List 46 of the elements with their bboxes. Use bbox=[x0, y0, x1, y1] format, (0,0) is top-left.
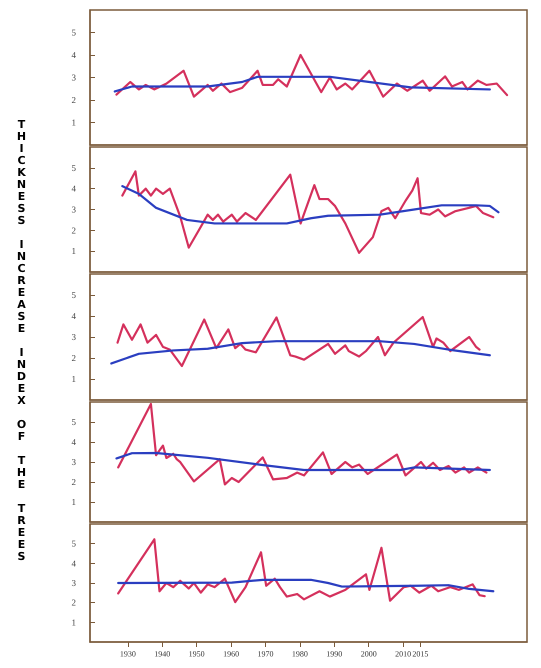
y-tick-label: 1 bbox=[72, 617, 76, 628]
line-series bbox=[110, 340, 491, 365]
line-series bbox=[115, 452, 491, 472]
x-tick-label: 1950 bbox=[188, 650, 205, 658]
line-series bbox=[121, 170, 494, 254]
y-tick-label: 5 bbox=[72, 290, 76, 300]
line-series bbox=[114, 76, 491, 93]
y-tick-label: 4 bbox=[72, 184, 76, 194]
x-tick-label: 2000 bbox=[360, 650, 377, 658]
x-tick-label: 1980 bbox=[292, 650, 308, 658]
y-tick-label: 3 bbox=[72, 204, 76, 214]
y-tick-label: 3 bbox=[72, 332, 76, 342]
y-tick-label: 2 bbox=[72, 353, 76, 363]
line-series bbox=[117, 578, 494, 592]
y-tick-label: 2 bbox=[72, 477, 76, 487]
y-tick-label: 5 bbox=[72, 538, 76, 549]
y-tick-label: 1 bbox=[72, 118, 76, 128]
line-series bbox=[117, 538, 486, 604]
x-tick-label: 1940 bbox=[154, 650, 170, 658]
y-tick-label: 2 bbox=[72, 95, 76, 105]
x-tick-label: 1930 bbox=[120, 650, 136, 658]
line-series bbox=[121, 185, 500, 225]
line-series bbox=[115, 54, 508, 98]
x-tick-label: 1990 bbox=[326, 650, 342, 658]
y-tick-label: 1 bbox=[72, 374, 76, 384]
y-tick-label: 5 bbox=[72, 417, 76, 427]
x-tick-label: 1960 bbox=[223, 650, 240, 658]
y-tick-label: 3 bbox=[72, 457, 76, 467]
y-tick-label: 4 bbox=[72, 558, 76, 568]
y-tick-label: 3 bbox=[72, 72, 76, 82]
y-tick-label: 1 bbox=[72, 497, 76, 507]
line-series bbox=[117, 402, 488, 486]
y-tick-label: 5 bbox=[72, 162, 76, 173]
y-tick-label: 2 bbox=[72, 598, 76, 608]
x-tick-label: 1970 bbox=[257, 650, 274, 658]
y-tick-label: 4 bbox=[72, 437, 76, 447]
y-tick-label: 5 bbox=[72, 28, 76, 38]
x-tick-label: 2015 bbox=[412, 650, 428, 658]
y-tick-label: 4 bbox=[72, 50, 76, 60]
y-tick-label: 3 bbox=[72, 578, 76, 588]
y-tick-label: 1 bbox=[72, 246, 76, 256]
x-tick-label: 2010 bbox=[395, 650, 412, 658]
y-axis-title: THICKNESS INCREASE INDEX OF THE TREES bbox=[14, 117, 29, 564]
line-series bbox=[116, 316, 481, 368]
y-tick-label: 2 bbox=[72, 225, 76, 236]
y-tick-label: 4 bbox=[72, 311, 76, 321]
